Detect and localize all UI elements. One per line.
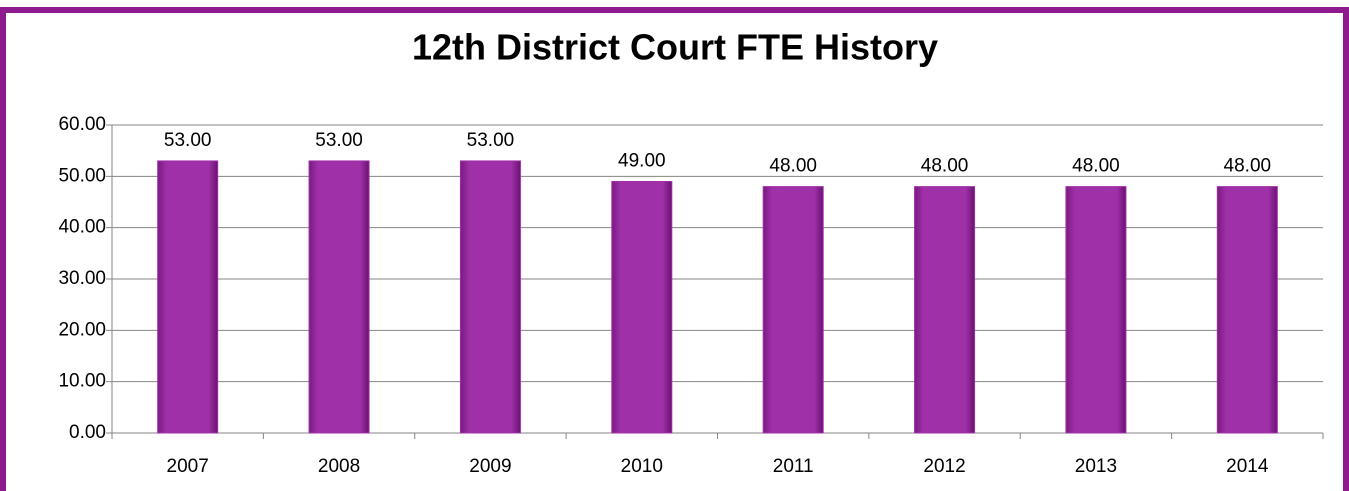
x-tick-label: 2008 xyxy=(318,456,360,477)
y-tick-label: 0.00 xyxy=(69,422,106,443)
bar xyxy=(914,186,976,434)
y-tick-label: 60.00 xyxy=(58,114,106,135)
bar xyxy=(1065,186,1127,434)
x-tick-label: 2009 xyxy=(469,456,511,477)
bar xyxy=(157,160,219,434)
data-label: 53.00 xyxy=(164,130,212,151)
x-tick-label: 2012 xyxy=(923,456,965,477)
x-tick-label: 2013 xyxy=(1075,456,1117,477)
data-label: 48.00 xyxy=(921,156,969,177)
data-label: 53.00 xyxy=(467,130,515,151)
y-tick-label: 40.00 xyxy=(58,217,106,238)
y-tick-label: 10.00 xyxy=(58,371,106,392)
data-label: 48.00 xyxy=(1072,156,1120,177)
bar xyxy=(1216,186,1278,434)
data-label: 48.00 xyxy=(1224,156,1272,177)
x-tick-label: 2007 xyxy=(167,456,209,477)
bar xyxy=(308,160,370,434)
y-tick-label: 20.00 xyxy=(58,319,106,340)
frame-border xyxy=(0,7,1349,491)
data-label: 53.00 xyxy=(315,130,363,151)
bar xyxy=(459,160,521,434)
bar xyxy=(611,180,673,434)
chart-title: 12th District Court FTE History xyxy=(412,27,938,68)
y-tick-label: 50.00 xyxy=(58,165,106,186)
data-label: 48.00 xyxy=(769,156,817,177)
data-label: 49.00 xyxy=(618,150,666,171)
bar xyxy=(762,186,824,434)
x-tick-label: 2014 xyxy=(1226,456,1269,477)
y-tick-label: 30.00 xyxy=(58,268,106,289)
x-tick-label: 2011 xyxy=(773,456,814,477)
x-tick-label: 2010 xyxy=(621,456,663,477)
